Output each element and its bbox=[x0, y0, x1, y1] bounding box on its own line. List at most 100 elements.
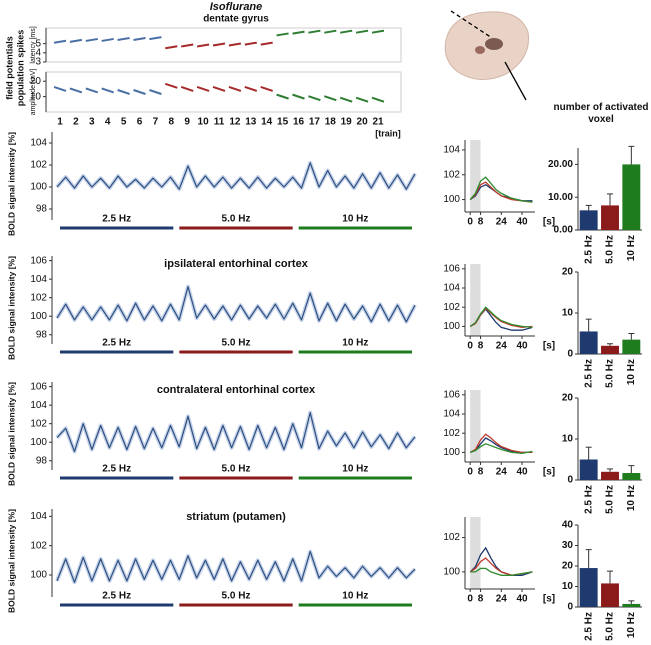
train-response bbox=[212, 42, 226, 47]
x-tick-label: 5.0 Hz bbox=[605, 485, 616, 514]
x-tick-label: 19 bbox=[341, 117, 353, 128]
train-response bbox=[69, 38, 83, 43]
y-tick-label: 10 bbox=[30, 91, 42, 102]
x-label: [s] bbox=[543, 467, 555, 478]
train-response bbox=[339, 96, 353, 103]
stimulus-window bbox=[470, 264, 481, 336]
y-label: BOLD signal intensity [%] bbox=[6, 509, 16, 613]
y-tick-label: 20 bbox=[562, 561, 574, 572]
y-tick-label: 10 bbox=[562, 581, 574, 592]
stimulus-label: 2.5 Hz bbox=[102, 591, 131, 602]
y-tick-label: 98 bbox=[36, 455, 48, 466]
y-tick-label: 104 bbox=[30, 138, 47, 149]
stimulus-window bbox=[470, 390, 481, 462]
x-tick-label: 2.5 Hz bbox=[583, 612, 594, 641]
x-tick-label: 8 bbox=[478, 341, 484, 352]
x-tick-label: 5.0 Hz bbox=[605, 359, 616, 388]
x-tick-label: 18 bbox=[325, 117, 337, 128]
x-tick-label: 11 bbox=[214, 117, 225, 128]
bar bbox=[601, 471, 619, 480]
y-tick-label: 0 bbox=[567, 475, 573, 486]
section-line bbox=[450, 10, 493, 39]
train-response bbox=[371, 96, 385, 103]
panel-y-label: amplitude [mV] bbox=[30, 69, 37, 116]
x-tick-label: 20 bbox=[357, 117, 369, 128]
train-response bbox=[308, 29, 321, 34]
y-tick-label: 20 bbox=[30, 76, 42, 87]
x-tick-label: 4 bbox=[105, 117, 111, 128]
y-label: BOLD signal intensity [%] bbox=[6, 132, 16, 236]
y-tick-label: 4 bbox=[35, 47, 41, 58]
signal-line bbox=[56, 550, 416, 583]
stimulus-label: 2.5 Hz bbox=[102, 214, 131, 225]
y-tick-label: 30 bbox=[562, 540, 574, 551]
y-tick-label: 106 bbox=[443, 389, 460, 400]
train-response bbox=[228, 85, 242, 92]
bar bbox=[579, 568, 598, 607]
y-tick-label: 104 bbox=[443, 145, 460, 156]
x-tick-label: 13 bbox=[245, 117, 257, 128]
train-response bbox=[149, 36, 162, 41]
train-response bbox=[308, 95, 321, 102]
stimulus-label: 10 Hz bbox=[342, 591, 368, 602]
train-response bbox=[292, 93, 305, 100]
stimulus-label: 5.0 Hz bbox=[222, 214, 251, 225]
train-response bbox=[164, 82, 178, 89]
x-tick-label: 0 bbox=[467, 217, 473, 228]
train-response bbox=[212, 85, 226, 92]
train-response bbox=[355, 29, 369, 34]
y-tick-label: 100 bbox=[443, 194, 460, 205]
x-tick-label: 40 bbox=[516, 467, 528, 478]
x-tick-label: 24 bbox=[496, 341, 508, 352]
x-tick-label: 0 bbox=[467, 341, 473, 352]
y-tick-label: 100 bbox=[30, 311, 47, 322]
average-response bbox=[469, 443, 533, 455]
train-response bbox=[276, 93, 289, 100]
x-tick-label: 0 bbox=[467, 594, 473, 605]
signal-line bbox=[56, 162, 416, 190]
train-response bbox=[181, 43, 194, 48]
y-tick-label: 102 bbox=[443, 302, 460, 313]
y-tick-label: 106 bbox=[30, 381, 47, 392]
y-label: BOLD signal intensity [%] bbox=[6, 256, 16, 360]
train-response bbox=[101, 37, 114, 42]
bar bbox=[622, 473, 641, 480]
train-response bbox=[101, 87, 115, 94]
train-response bbox=[292, 30, 305, 35]
y-tick-label: 100 bbox=[30, 437, 47, 448]
y-label: BOLD signal intensity [%] bbox=[6, 382, 16, 486]
panel-title: number of activated voxel bbox=[553, 102, 649, 125]
x-tick-label: 6 bbox=[137, 117, 143, 128]
y-tick-label: 10 bbox=[562, 434, 574, 445]
x-tick-label: 5.0 Hz bbox=[605, 612, 616, 641]
y-tick-label: 102 bbox=[443, 428, 460, 439]
train-response bbox=[196, 43, 210, 48]
train-response bbox=[323, 95, 337, 102]
x-tick-label: 0 bbox=[467, 467, 473, 478]
x-tick-label: 40 bbox=[516, 341, 528, 352]
train-response bbox=[117, 89, 130, 95]
y-tick-label: 10 bbox=[562, 308, 574, 319]
stimulus-label: 2.5 Hz bbox=[102, 338, 131, 349]
x-tick-label: 24 bbox=[496, 217, 508, 228]
x-tick-label: 40 bbox=[516, 217, 528, 228]
x-tick-label: 2.5 Hz bbox=[583, 235, 594, 264]
x-tick-label: 40 bbox=[516, 594, 528, 605]
stimulus-label: 2.5 Hz bbox=[102, 464, 131, 475]
train-response bbox=[117, 37, 130, 42]
y-tick-label: 100 bbox=[30, 182, 47, 193]
average-response bbox=[469, 176, 533, 203]
brain-region bbox=[475, 46, 485, 54]
y-tick-label: 102 bbox=[443, 169, 460, 180]
bar bbox=[579, 210, 598, 230]
y-tick-label: 102 bbox=[30, 292, 47, 303]
y-tick-label: 98 bbox=[36, 204, 48, 215]
y-tick-label: 5 bbox=[35, 38, 41, 49]
train-response bbox=[69, 87, 83, 94]
x-tick-label: 5.0 Hz bbox=[605, 235, 616, 264]
train-response bbox=[244, 41, 257, 46]
stimulus-label: 5.0 Hz bbox=[222, 338, 251, 349]
pointer-line bbox=[504, 61, 527, 101]
signal-line bbox=[56, 286, 416, 323]
